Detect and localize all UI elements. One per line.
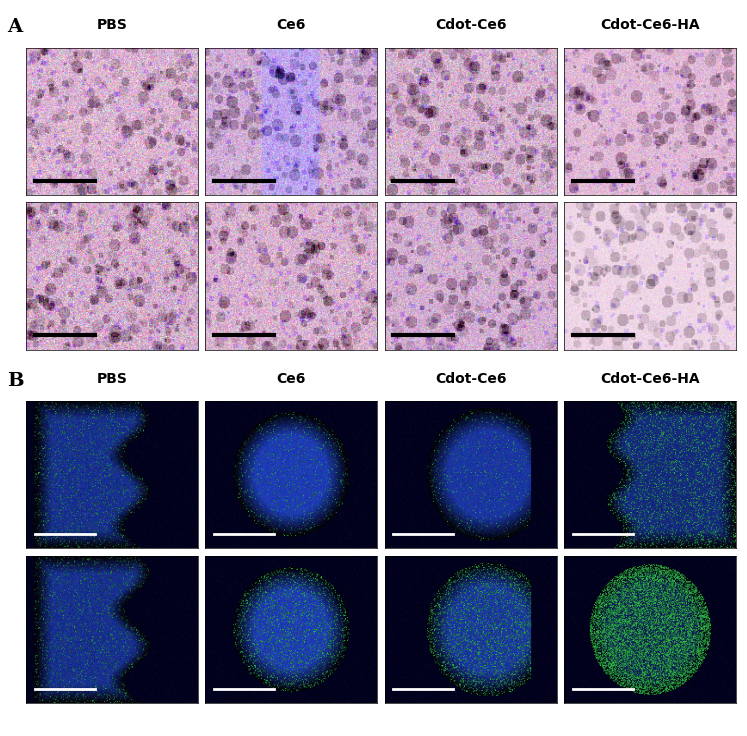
Text: Cdot-Ce6: Cdot-Ce6 — [435, 372, 506, 386]
Text: Ce6: Ce6 — [276, 18, 306, 32]
Text: Cdot-Ce6-HA: Cdot-Ce6-HA — [600, 372, 700, 386]
Text: A: A — [7, 18, 22, 36]
Text: Cdot-Ce6-HA: Cdot-Ce6-HA — [600, 18, 700, 32]
Text: Ce6: Ce6 — [276, 372, 306, 386]
Text: PBS: PBS — [96, 372, 128, 386]
Text: PBS: PBS — [96, 18, 128, 32]
Text: B: B — [7, 372, 24, 389]
Text: Cdot-Ce6: Cdot-Ce6 — [435, 18, 506, 32]
